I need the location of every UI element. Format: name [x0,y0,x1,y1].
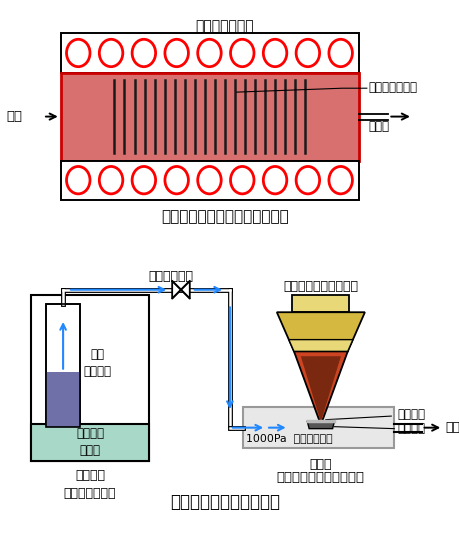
Bar [46,304,80,427]
Ellipse shape [67,39,90,67]
Ellipse shape [99,166,123,194]
Text: 超高濃度
オゾン発生装置: 超高濃度 オゾン発生装置 [64,469,116,500]
Polygon shape [172,281,180,299]
Ellipse shape [230,39,253,67]
Bar [242,407,393,448]
Ellipse shape [328,166,352,194]
Text: 赤外線ランプヒーター: 赤外線ランプヒーター [283,280,358,293]
Polygon shape [307,421,334,428]
Ellipse shape [132,39,155,67]
Polygon shape [288,340,352,351]
Text: 1000Pa  高濃度オゾン: 1000Pa 高濃度オゾン [245,433,331,443]
Ellipse shape [230,166,253,194]
Bar [61,33,358,73]
Text: 高濃度オゾン: 高濃度オゾン [148,270,193,283]
Text: 液体
純オゾン: 液体 純オゾン [84,348,112,378]
Text: 新型高濃度オゾン酸化炉: 新型高濃度オゾン酸化炉 [170,493,280,511]
Polygon shape [180,281,190,299]
Text: コールドウォール石英炉: コールドウォール石英炉 [276,471,364,484]
Polygon shape [300,356,340,422]
Polygon shape [293,351,347,425]
Text: 石英管: 石英管 [309,458,331,471]
Text: 酸素: 酸素 [7,110,23,123]
Bar [31,424,148,461]
Text: ランプヒーター: ランプヒーター [195,19,254,33]
Bar [61,73,358,160]
Ellipse shape [197,39,221,67]
Text: シリコンウエハ: シリコンウエハ [368,80,417,94]
Text: サセプタ: サセプタ [396,422,424,435]
Text: 石英管: 石英管 [368,120,389,133]
Ellipse shape [165,39,188,67]
Bar [46,372,80,427]
Ellipse shape [263,39,286,67]
Text: 従来型ホットウォール熱酸化炉: 従来型ホットウォール熱酸化炉 [161,209,288,225]
Ellipse shape [263,166,286,194]
Ellipse shape [197,166,221,194]
Text: シリコン: シリコン [396,408,424,421]
Ellipse shape [296,166,319,194]
Ellipse shape [165,166,188,194]
Bar [46,304,80,427]
Ellipse shape [296,39,319,67]
Text: クライオ
冷凍機: クライオ 冷凍機 [76,427,104,457]
Polygon shape [276,312,364,351]
Text: 排気: 排気 [444,421,459,434]
Ellipse shape [132,166,155,194]
Bar [31,295,148,461]
Ellipse shape [328,39,352,67]
Ellipse shape [67,166,90,194]
Bar [292,295,348,312]
Ellipse shape [99,39,123,67]
Bar [61,160,358,200]
